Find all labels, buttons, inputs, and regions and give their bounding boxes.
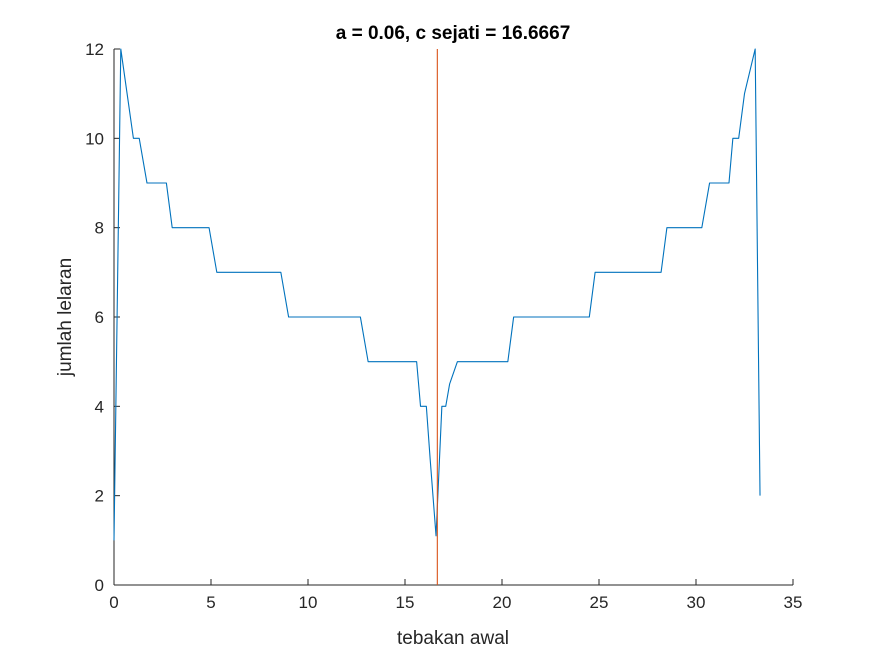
y-tick-label: 2 — [95, 487, 104, 506]
x-tick-label: 25 — [590, 593, 609, 612]
y-tick-label: 4 — [95, 397, 104, 416]
y-tick-label: 10 — [85, 129, 104, 148]
chart-title: a = 0.06, c sejati = 16.6667 — [336, 23, 571, 44]
x-tick-label: 10 — [299, 593, 318, 612]
y-tick-label: 12 — [85, 40, 104, 59]
x-tick-label: 0 — [109, 593, 118, 612]
y-tick-label: 8 — [95, 219, 104, 238]
x-tick-label: 20 — [493, 593, 512, 612]
x-tick-label: 35 — [784, 593, 803, 612]
x-tick-label: 15 — [396, 593, 415, 612]
series-line-iterations — [113, 48, 761, 541]
y-tick-label: 0 — [95, 576, 104, 595]
x-tick-label: 30 — [687, 593, 706, 612]
x-tick-label: 5 — [206, 593, 215, 612]
x-axis-label: tebakan awal — [397, 628, 509, 649]
y-axis-label: jumlah lelaran — [55, 258, 76, 377]
plot-area: 0 5 10 15 20 25 30 35 0 2 4 6 8 10 12 — [85, 40, 802, 612]
y-tick-label: 6 — [95, 308, 104, 327]
